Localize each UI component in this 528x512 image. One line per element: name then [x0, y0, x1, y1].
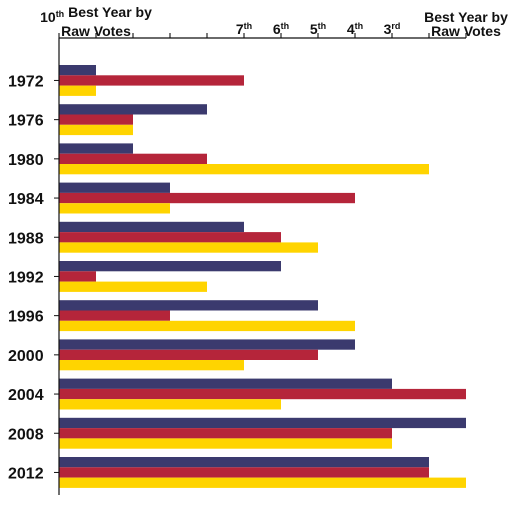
tick-label-text: Best Year by: [424, 9, 508, 25]
bar-1976-series-1: [59, 104, 207, 115]
tick-label-superscript: th: [244, 21, 253, 31]
category-label: 1976: [8, 113, 44, 130]
tick-label-text: 3: [384, 21, 392, 37]
bar-2000-series-3: [59, 360, 244, 371]
category-label: 1988: [8, 230, 44, 247]
x-tick-label: 7th: [236, 21, 252, 37]
bar-2012-series-3: [59, 477, 466, 488]
tick-label-text: 6: [273, 21, 281, 37]
bar-1984-series-2: [59, 192, 355, 204]
bar-1988-series-2: [59, 232, 281, 243]
bar-2008-series-2: [59, 428, 392, 439]
bar-1996-series-2: [59, 310, 170, 321]
bar-1988-series-3: [59, 242, 318, 253]
category-label: 2004: [8, 387, 44, 404]
bar-2012-series-1: [59, 457, 429, 468]
bar-1992-series-2: [59, 271, 96, 282]
bar-2004-series-1: [59, 378, 392, 389]
x-tick-label: 5th: [310, 21, 326, 37]
tick-label-text: 7: [236, 21, 244, 37]
tick-label-superscript: th: [355, 21, 364, 31]
category-label: 2012: [8, 465, 44, 482]
category-label: 2000: [8, 348, 44, 365]
x-tick-label: Best Year by: [424, 9, 508, 25]
x-tick-label: Raw Votes: [431, 23, 501, 39]
bar-1996-series-1: [59, 300, 318, 311]
x-tick-label: 10th Best Year by: [40, 4, 152, 25]
bar-2012-series-2: [59, 467, 429, 478]
bar-1972-series-3: [59, 85, 96, 96]
bar-2008-series-1: [59, 417, 466, 429]
x-tick-label: 3rd: [384, 21, 401, 37]
bar-1984-series-3: [59, 203, 170, 214]
bar-1972-series-1: [59, 65, 96, 76]
x-tick-label: 4th: [347, 21, 363, 37]
category-label: 2008: [8, 426, 44, 443]
bar-2004-series-2: [59, 388, 466, 400]
bar-1972-series-2: [59, 75, 244, 86]
x-tick-label: 6th: [273, 21, 289, 37]
category-label: 1972: [8, 73, 44, 90]
tick-label-text: Raw Votes: [61, 23, 131, 39]
bar-1984-series-1: [59, 182, 170, 193]
tick-label-text: 5: [310, 21, 318, 37]
bar-1992-series-3: [59, 281, 207, 292]
tick-label-superscript: th: [318, 21, 327, 31]
bar-1976-series-2: [59, 114, 133, 125]
x-tick-label: Raw Votes: [61, 23, 131, 39]
tick-label-text: Raw Votes: [431, 23, 501, 39]
tick-label-superscript: th: [281, 21, 290, 31]
tick-label-text: Best Year by: [64, 4, 152, 20]
bar-2004-series-3: [59, 399, 281, 410]
bar-2000-series-2: [59, 349, 318, 360]
bar-1992-series-1: [59, 261, 281, 272]
tick-label-superscript: rd: [391, 21, 400, 31]
bar-1996-series-3: [59, 320, 355, 332]
tick-label-text: 4: [347, 21, 355, 37]
bar-1988-series-1: [59, 221, 244, 233]
category-label: 1996: [8, 309, 44, 326]
tick-label-text: 10: [40, 9, 56, 25]
bar-2000-series-1: [59, 339, 355, 350]
bar-1980-series-2: [59, 153, 207, 164]
category-label: 1992: [8, 269, 44, 286]
tick-label-superscript: th: [56, 9, 65, 19]
category-label: 1984: [8, 191, 44, 208]
bar-1980-series-1: [59, 143, 133, 154]
bar-2008-series-3: [59, 438, 392, 449]
bar-1980-series-3: [59, 164, 429, 175]
bar-1976-series-3: [59, 124, 133, 136]
category-label: 1980: [8, 152, 44, 169]
